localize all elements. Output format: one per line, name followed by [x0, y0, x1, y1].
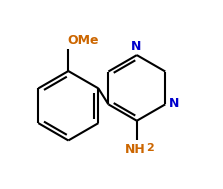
Text: N: N — [131, 40, 141, 53]
Text: N: N — [169, 97, 179, 110]
Text: OMe: OMe — [67, 34, 99, 47]
Text: 2: 2 — [146, 143, 154, 153]
Text: NH: NH — [125, 143, 145, 156]
